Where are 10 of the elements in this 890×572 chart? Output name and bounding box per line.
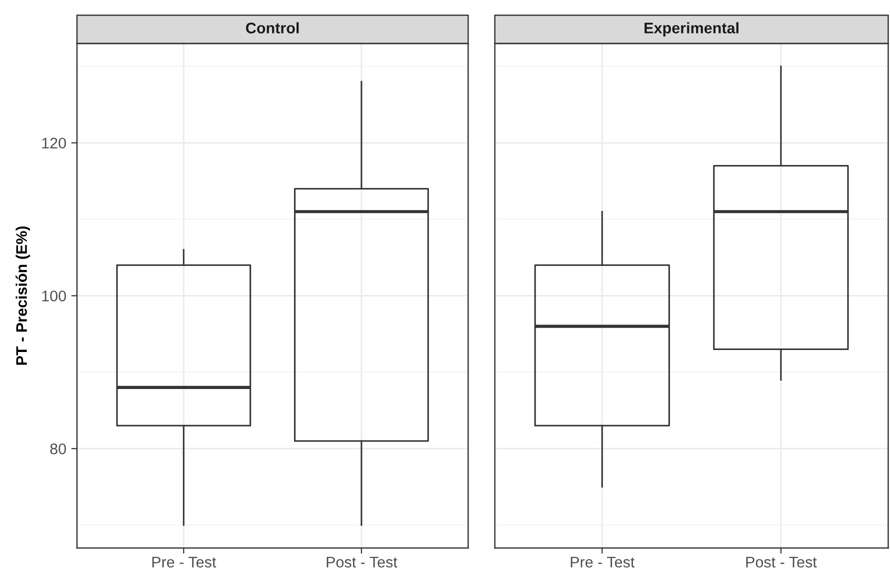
y-tick-label: 120: [42, 138, 66, 149]
chart-title: Control: [246, 22, 299, 34]
x-tick-label: Pre - Test: [570, 556, 635, 568]
x-tick-label: Pre - Test: [152, 556, 216, 568]
chart-title: Experimental: [644, 22, 738, 36]
y-axis-title: PT - Precisión (E%): [16, 226, 30, 365]
x-tick-label: Post - Test: [326, 556, 398, 568]
y-tick-label: 100: [42, 290, 66, 302]
y-tick-label: 80: [50, 443, 66, 454]
x-tick-label: Post - Test: [746, 556, 817, 568]
